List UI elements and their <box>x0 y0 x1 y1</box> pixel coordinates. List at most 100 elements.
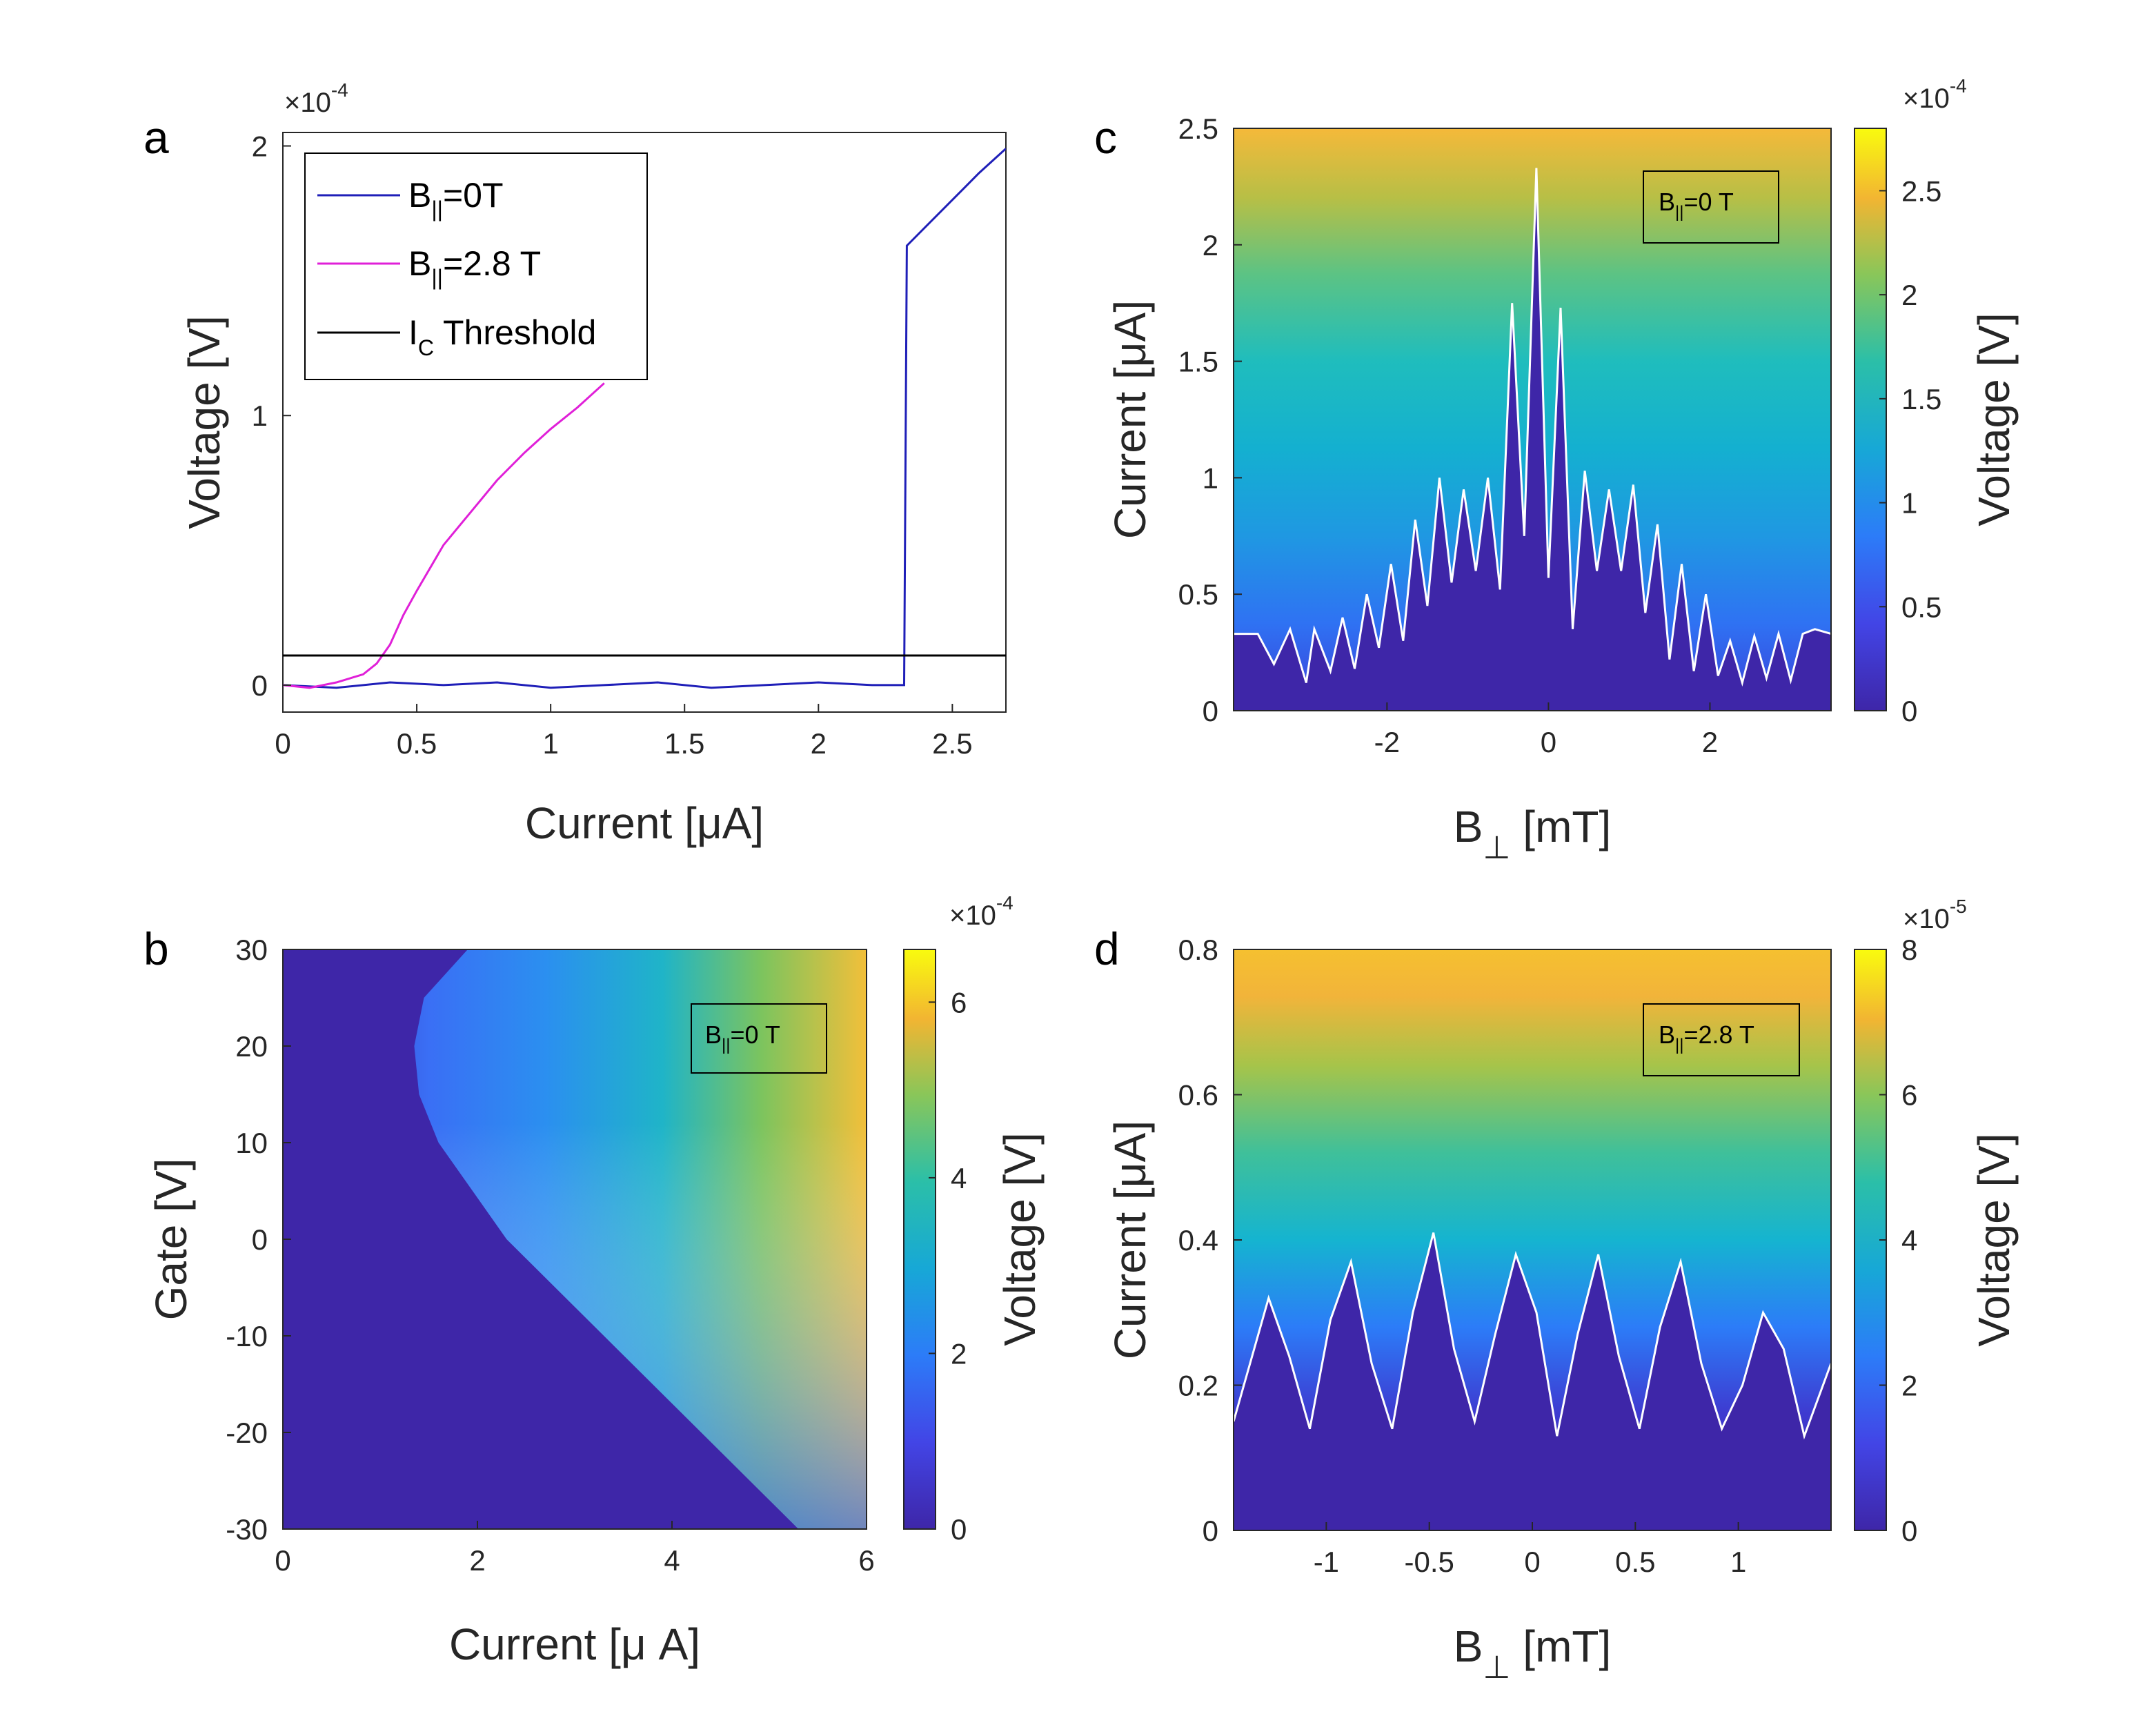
a-xtick-label: 1.5 <box>664 727 704 760</box>
b-y-axis-label: Gate [V] <box>146 1159 196 1321</box>
b-xtick-label: 0 <box>275 1544 290 1577</box>
b-cbtick-label: 0 <box>951 1513 967 1546</box>
inset-d: B||=2.8 T <box>1643 1003 1800 1076</box>
d-ytick-label: 0.6 <box>1178 1079 1218 1112</box>
a-xtick-label: 2 <box>811 727 827 760</box>
colorbar-c-ticks: 0 0.5 1 1.5 2 2.5 <box>1879 175 1941 727</box>
d-ytick-label: 0.4 <box>1178 1224 1218 1256</box>
a-ytick-label: 1 <box>252 400 268 432</box>
b-cbtick-label: 2 <box>951 1337 967 1370</box>
d-ytick-label: 0 <box>1203 1515 1218 1547</box>
c-x-axis-label: B⊥ [mT] <box>1454 802 1612 865</box>
b-ytick-label: -10 <box>226 1320 268 1352</box>
d-cbtick-label: 8 <box>1901 934 1917 966</box>
panel-d: d -1 -0.5 0 0.5 1 0 0.2 0.4 0.6 0.8 B⊥ [mT] Curre… <box>1094 896 2019 1685</box>
d-xtick-label: 0 <box>1524 1546 1540 1578</box>
c-ytick-label: 2.5 <box>1178 112 1218 145</box>
critical-current-curve-c <box>1234 168 1831 687</box>
b-cbtick-label: 4 <box>951 1162 967 1194</box>
d-cb-exponent: ×10-5 <box>1903 896 1967 934</box>
b-xtick-label: 2 <box>469 1544 485 1577</box>
inset-text-b: B||=0 T <box>705 1021 780 1054</box>
d-x-axis-label: B⊥ [mT] <box>1454 1621 1612 1685</box>
legend-a: B||=0T B||=2.8 T IC Threshold <box>304 152 648 380</box>
c-ytick-label: 1 <box>1203 462 1218 494</box>
panel-d-ticks: -1 -0.5 0 0.5 1 0 0.2 0.4 0.6 0.8 <box>1178 934 1747 1578</box>
c-cbtick-label: 1.5 <box>1901 383 1941 415</box>
d-colorbar-label: Voltage [V] <box>1969 1133 2019 1347</box>
d-xtick-label: 0.5 <box>1615 1546 1655 1578</box>
c-y-axis-label: Current [μA] <box>1105 300 1155 539</box>
inset-box <box>1643 170 1779 244</box>
a-xtick-label: 1 <box>542 727 558 760</box>
c-xtick-label: 0 <box>1541 726 1556 758</box>
panel-c: c -2 0 200.511.522.5 B⊥ [mT] Current [μA] … <box>1094 75 2019 865</box>
superconducting-region-c <box>1234 168 1831 711</box>
a-xtick-label: 0 <box>275 727 290 760</box>
colorbar-d-ticks: 0 2 4 6 8 <box>1879 934 1917 1547</box>
a-y-exponent: ×10-4 <box>284 79 348 118</box>
d-xtick-label: 1 <box>1730 1546 1746 1578</box>
b-ytick-label: 30 <box>235 934 268 966</box>
inset-text-c: B||=0 T <box>1659 188 1734 221</box>
a-y-axis-label: Voltage [V] <box>179 315 229 529</box>
inset-text-d: B||=2.8 T <box>1659 1021 1754 1054</box>
series-line-0 <box>283 148 1006 689</box>
superconducting-region-b <box>283 949 799 1529</box>
d-xtick-label: -0.5 <box>1405 1546 1454 1578</box>
c-ytick-label: 2 <box>1203 229 1218 262</box>
inset-box <box>691 1003 827 1074</box>
c-ytick-label: 1.5 <box>1178 346 1218 378</box>
b-x-axis-label: Current [μ A] <box>449 1619 700 1669</box>
colorbar-b <box>903 949 936 1530</box>
inset-c: B||=0 T <box>1643 170 1779 244</box>
a-xtick-label: 2.5 <box>932 727 972 760</box>
panel-b-ticks: 0 2 4 6 30 20 10 0 -10 -20 -30 <box>226 934 874 1577</box>
b-ytick-label: 20 <box>235 1030 268 1063</box>
legend-entry-b0: B||=0T <box>408 176 504 221</box>
b-ytick-label: -20 <box>226 1417 268 1449</box>
inset-box <box>1643 1003 1800 1076</box>
d-ytick-label: 0.8 <box>1178 934 1218 966</box>
b-colorbar-label: Voltage [V] <box>995 1132 1045 1346</box>
b-ytick-label: 0 <box>252 1223 268 1256</box>
c-ytick-label: 0 <box>1203 695 1218 727</box>
panel-label-b: b <box>144 923 169 974</box>
a-ytick-label: 2 <box>252 130 268 163</box>
c-cbtick-label: 1 <box>1901 487 1917 520</box>
panel-label-d: d <box>1094 923 1120 974</box>
c-xtick-label: 2 <box>1702 726 1718 758</box>
b-xtick-label: 6 <box>858 1544 874 1577</box>
panel-a-plot-area <box>283 148 1006 689</box>
panel-c-ticks: -2 0 2 0 0.5 1 1.5 2 2.5 <box>1178 112 1719 758</box>
panel-label-c: c <box>1094 112 1117 163</box>
c-cb-exponent: ×10-4 <box>1903 75 1967 114</box>
legend-box <box>304 152 648 380</box>
panel-a-ticks: 0 0.5 1 1.5 2 2.5 0 1 2 <box>252 130 973 760</box>
inset-b: B||=0 T <box>691 1003 827 1074</box>
panel-a: a 0 0.5 1 1.5 2 2.5 0 1 2 ×10-4 Current [μA] Vol… <box>144 79 1007 848</box>
d-cbtick-label: 6 <box>1901 1079 1917 1112</box>
c-cbtick-label: 0 <box>1901 695 1917 727</box>
b-cb-exponent: ×10-4 <box>949 892 1013 931</box>
b-xtick-label: 4 <box>664 1544 680 1577</box>
b-ytick-label: 10 <box>235 1127 268 1159</box>
a-ytick-label: 0 <box>252 669 268 702</box>
c-ytick-label: 0.5 <box>1178 578 1218 611</box>
colorbar-c <box>1854 128 1887 711</box>
series-line-1 <box>283 382 605 689</box>
d-cbtick-label: 2 <box>1901 1370 1917 1402</box>
superconducting-region-d <box>1234 1232 1831 1530</box>
panel-label-a: a <box>144 112 169 163</box>
c-cbtick-label: 2 <box>1901 279 1917 311</box>
c-cbtick-label: 2.5 <box>1901 175 1941 207</box>
d-cbtick-label: 4 <box>1901 1224 1917 1256</box>
critical-current-curve-d <box>1234 1232 1831 1440</box>
d-ytick-label: 0.2 <box>1178 1370 1218 1402</box>
axes-frame-c <box>1233 128 1832 711</box>
b-ytick-label: -30 <box>226 1513 268 1546</box>
d-cbtick-label: 0 <box>1901 1515 1917 1547</box>
legend-entry-b28: B||=2.8 T <box>408 244 541 290</box>
